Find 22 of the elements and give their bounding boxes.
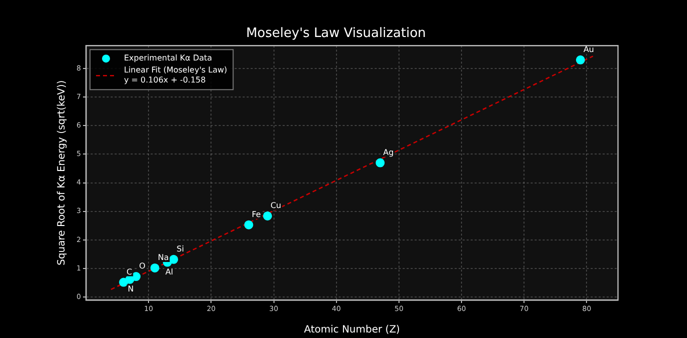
- legend-label: Linear Fit (Moseley's Law) y = 0.106x + -0.158: [124, 66, 228, 85]
- point: [376, 158, 385, 168]
- annotation: Ag: [383, 148, 394, 157]
- annotation: C: [126, 267, 133, 276]
- point: [150, 263, 160, 272]
- point: [244, 220, 254, 230]
- annotation: O: [139, 262, 146, 271]
- point: [169, 254, 178, 264]
- x-axis-title: Atomic Number (Z): [304, 324, 400, 336]
- annotation: Fe: [252, 210, 261, 219]
- annotation: N: [128, 284, 134, 294]
- annotation: Si: [176, 244, 184, 254]
- annotation: Au: [583, 44, 594, 54]
- legend-label: Experimental Kα Data: [124, 54, 212, 63]
- point: [132, 272, 141, 282]
- chart-title: Moseley's Law Visualization: [246, 26, 426, 42]
- y-axis-title: Square Root of Kα Energy (sqrt(keV)): [56, 80, 68, 266]
- annotation: Al: [165, 267, 174, 276]
- point: [263, 211, 272, 220]
- annotation: Cu: [270, 201, 282, 210]
- point: [576, 55, 585, 64]
- annotation: Na: [158, 253, 169, 262]
